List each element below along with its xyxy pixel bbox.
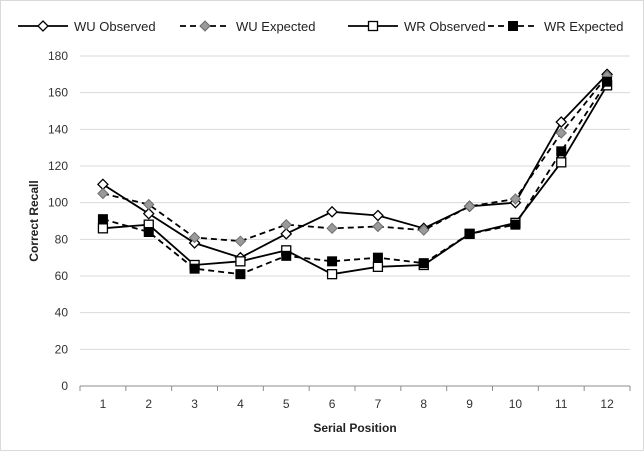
y-tick-label: 20	[55, 342, 69, 356]
data-point-marker	[37, 20, 49, 32]
legend-item: WR Expected	[488, 19, 623, 34]
legend-item: WR Observed	[348, 19, 486, 34]
data-point-marker	[326, 222, 338, 235]
data-point-marker	[418, 258, 429, 269]
legend-item: WU Observed	[18, 19, 156, 34]
x-axis-title: Serial Position	[313, 421, 396, 435]
x-tick-label: 8	[420, 397, 427, 411]
data-point-marker	[418, 224, 430, 236]
x-tick-label: 12	[600, 397, 614, 411]
legend-label: WU Observed	[74, 19, 156, 34]
data-point-marker	[143, 198, 155, 211]
data-point-marker	[371, 209, 384, 222]
y-tick-label: 80	[55, 232, 69, 246]
y-tick-label: 0	[61, 379, 68, 393]
series-line	[102, 81, 608, 276]
series-line	[102, 73, 608, 259]
y-tick-label: 160	[48, 86, 68, 100]
data-point-marker	[97, 214, 108, 225]
gridlines	[80, 55, 630, 350]
data-point-marker	[326, 269, 338, 280]
data-point-marker	[189, 263, 200, 274]
data-point-marker	[143, 227, 154, 237]
x-tick-label: 1	[100, 397, 107, 411]
data-point-marker	[508, 21, 518, 31]
data-point-marker	[464, 228, 475, 239]
series-line	[102, 84, 608, 276]
x-axis: 1 2 3 4 5 6 7 8 9 10 11 12	[79, 385, 631, 411]
data-point-marker	[97, 223, 109, 234]
series-wr-observed	[97, 80, 613, 280]
data-point-marker	[555, 116, 568, 128]
series-wr-expected	[97, 76, 613, 280]
y-tick-label: 140	[48, 122, 68, 136]
y-tick-label: 120	[48, 159, 68, 173]
y-tick-label: 60	[55, 269, 69, 283]
x-tick-label: 2	[145, 397, 152, 411]
data-point-marker	[602, 76, 613, 87]
data-point-marker	[555, 127, 567, 139]
series-line	[102, 75, 608, 243]
data-point-marker	[367, 20, 379, 32]
data-point-marker	[280, 227, 293, 240]
x-tick-label: 9	[466, 397, 473, 411]
legend-label: WU Expected	[236, 19, 315, 34]
data-point-marker	[280, 218, 292, 231]
data-point-marker	[556, 146, 567, 157]
y-axis: 0 20 40 60 80 100 120 140 160 180	[48, 49, 68, 393]
data-point-marker	[556, 157, 567, 168]
legend-item: WU Expected	[180, 19, 315, 34]
data-point-marker	[372, 252, 383, 263]
y-tick-label: 180	[48, 49, 68, 63]
data-point-marker	[235, 269, 246, 280]
x-tick-label: 6	[329, 397, 336, 411]
y-tick-label: 40	[55, 306, 69, 320]
data-point-marker	[142, 207, 155, 220]
series-layer	[96, 68, 614, 280]
x-tick-label: 5	[283, 397, 290, 411]
x-tick-label: 11	[555, 397, 568, 411]
data-point-marker	[97, 187, 109, 200]
data-point-marker	[281, 250, 292, 261]
y-tick-label: 100	[48, 196, 68, 210]
data-point-marker	[199, 20, 211, 32]
x-tick-label: 4	[237, 397, 244, 411]
x-tick-label: 7	[375, 397, 382, 411]
data-point-marker	[372, 261, 384, 272]
data-point-marker	[234, 235, 247, 247]
x-tick-label: 10	[509, 397, 523, 411]
legend-label: WR Expected	[544, 19, 623, 34]
data-point-marker	[188, 231, 201, 244]
data-point-marker	[463, 200, 476, 213]
data-point-marker	[327, 256, 338, 267]
legend: WU Observed WU Expected WR Observed WR Expe…	[18, 19, 623, 34]
data-point-marker	[509, 193, 522, 205]
x-tick-label: 3	[191, 397, 198, 411]
legend-label: WR Observed	[404, 19, 486, 34]
data-point-marker	[326, 205, 339, 218]
series-wu-expected	[97, 70, 613, 247]
data-point-marker	[510, 219, 521, 230]
y-axis-title: Correct Recall	[27, 180, 41, 261]
data-point-marker	[235, 256, 246, 267]
data-point-marker	[372, 220, 384, 233]
